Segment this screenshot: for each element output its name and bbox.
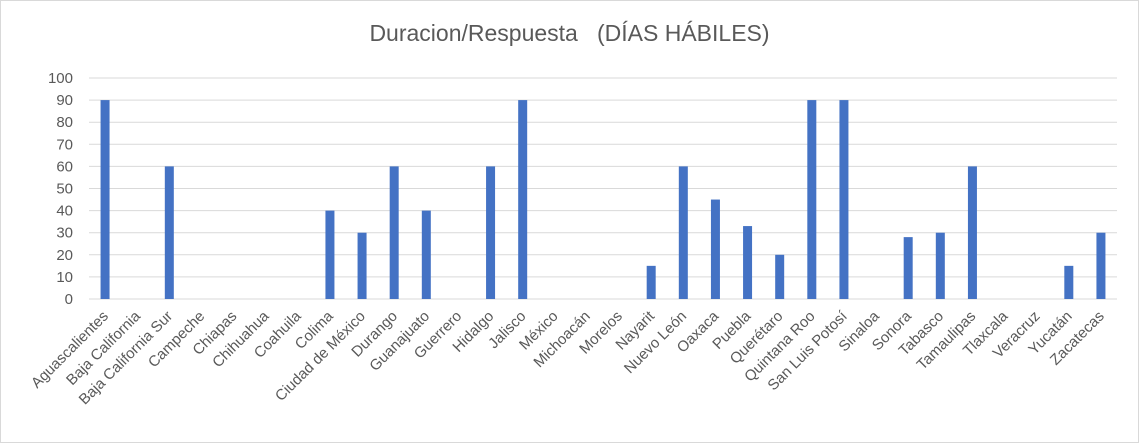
bar xyxy=(903,237,913,299)
y-tick-label: 50 xyxy=(56,181,73,198)
bar xyxy=(486,166,496,299)
bar xyxy=(325,210,335,299)
bar xyxy=(1064,265,1074,299)
bar xyxy=(775,254,785,299)
y-tick-label: 0 xyxy=(65,291,73,308)
bar xyxy=(743,226,753,299)
y-tick-label: 10 xyxy=(56,269,73,286)
y-tick-label: 20 xyxy=(56,247,73,264)
bar xyxy=(935,232,945,299)
bar xyxy=(807,100,817,299)
chart-title: Duracion/Respuesta (DÍAS HÁBILES) xyxy=(369,20,770,46)
bar xyxy=(646,265,656,299)
bar xyxy=(839,100,849,299)
bar xyxy=(678,166,688,299)
y-tick-label: 60 xyxy=(56,158,73,175)
bar xyxy=(100,100,110,299)
bar xyxy=(421,210,431,299)
bar xyxy=(518,100,528,299)
bar xyxy=(710,199,720,299)
y-tick-label: 40 xyxy=(56,203,73,220)
bar xyxy=(967,166,977,299)
bar xyxy=(1096,232,1106,299)
bar xyxy=(357,232,367,299)
y-tick-label: 80 xyxy=(56,114,73,131)
y-axis-ticks: 0 10 20 30 40 50 60 70 80 90 100 xyxy=(48,70,73,308)
bar xyxy=(164,166,174,299)
bars xyxy=(100,100,1106,299)
y-tick-label: 30 xyxy=(56,225,73,242)
y-tick-label: 90 xyxy=(56,92,73,109)
gridlines xyxy=(89,77,1117,300)
bar xyxy=(389,166,399,299)
y-tick-label: 100 xyxy=(48,70,73,87)
y-tick-label: 70 xyxy=(56,136,73,153)
